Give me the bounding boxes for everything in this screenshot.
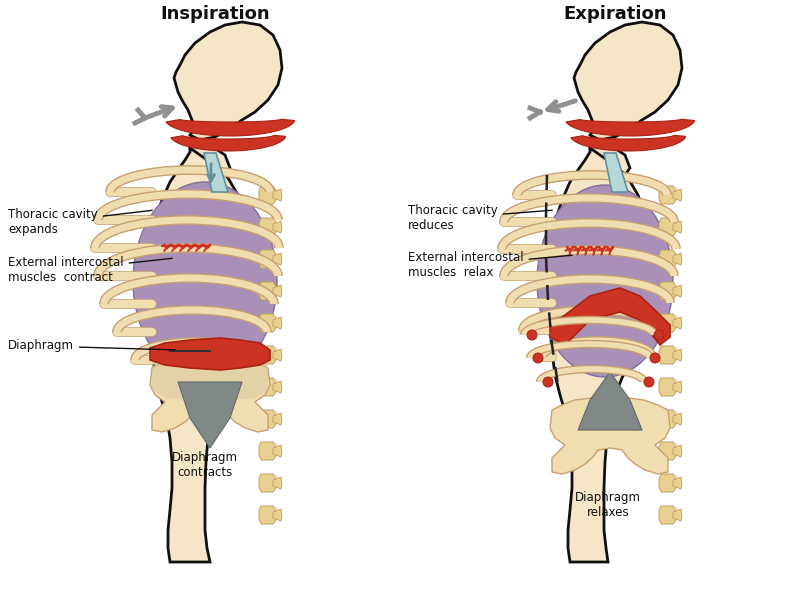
Polygon shape	[273, 317, 282, 329]
Polygon shape	[571, 135, 686, 151]
Polygon shape	[659, 442, 676, 460]
Polygon shape	[204, 153, 228, 192]
Polygon shape	[150, 338, 270, 370]
Polygon shape	[152, 351, 268, 401]
Polygon shape	[588, 137, 630, 175]
Polygon shape	[273, 477, 282, 489]
Polygon shape	[166, 119, 294, 136]
Polygon shape	[259, 218, 276, 236]
Polygon shape	[673, 381, 682, 393]
Polygon shape	[174, 22, 282, 140]
Polygon shape	[659, 250, 676, 268]
Polygon shape	[273, 381, 282, 393]
Polygon shape	[659, 314, 676, 332]
Polygon shape	[659, 506, 676, 524]
Polygon shape	[548, 148, 654, 562]
Polygon shape	[273, 349, 282, 361]
Polygon shape	[273, 189, 282, 201]
Circle shape	[543, 377, 553, 387]
Text: Diaphragm
relaxes: Diaphragm relaxes	[575, 491, 641, 519]
Polygon shape	[171, 135, 286, 151]
Circle shape	[644, 377, 654, 387]
Polygon shape	[659, 282, 676, 300]
Polygon shape	[659, 474, 676, 492]
Polygon shape	[188, 137, 230, 175]
Polygon shape	[178, 382, 242, 448]
Polygon shape	[259, 506, 276, 524]
Text: Thoracic cavity
expands: Thoracic cavity expands	[8, 208, 152, 236]
Polygon shape	[659, 218, 676, 236]
Polygon shape	[273, 413, 282, 425]
Polygon shape	[659, 410, 676, 428]
Polygon shape	[273, 221, 282, 233]
Polygon shape	[673, 413, 682, 425]
Polygon shape	[550, 397, 670, 474]
Text: Diaphragm: Diaphragm	[8, 339, 175, 352]
Polygon shape	[604, 153, 628, 192]
Polygon shape	[673, 477, 682, 489]
Polygon shape	[259, 282, 276, 300]
Polygon shape	[259, 474, 276, 492]
Polygon shape	[550, 288, 670, 345]
Circle shape	[527, 330, 537, 340]
Polygon shape	[259, 314, 276, 332]
Polygon shape	[150, 355, 270, 432]
Polygon shape	[273, 285, 282, 297]
Polygon shape	[574, 22, 682, 140]
Polygon shape	[259, 250, 276, 268]
Circle shape	[654, 330, 664, 340]
Polygon shape	[273, 253, 282, 265]
Polygon shape	[673, 349, 682, 361]
Polygon shape	[148, 148, 258, 562]
Polygon shape	[659, 346, 676, 364]
Polygon shape	[659, 186, 676, 204]
Polygon shape	[273, 445, 282, 457]
Polygon shape	[659, 378, 676, 396]
Ellipse shape	[133, 182, 277, 380]
Text: Diaphragm
contracts: Diaphragm contracts	[172, 451, 238, 479]
Polygon shape	[259, 346, 276, 364]
Text: External intercostal
muscles  relax: External intercostal muscles relax	[408, 251, 572, 279]
Polygon shape	[673, 189, 682, 201]
Text: Thoracic cavity
reduces: Thoracic cavity reduces	[408, 204, 552, 232]
Polygon shape	[673, 253, 682, 265]
Polygon shape	[673, 317, 682, 329]
Polygon shape	[259, 186, 276, 204]
Polygon shape	[259, 378, 276, 396]
Polygon shape	[566, 119, 694, 136]
Polygon shape	[673, 285, 682, 297]
Polygon shape	[673, 445, 682, 457]
Polygon shape	[578, 372, 642, 430]
Ellipse shape	[537, 185, 673, 377]
Polygon shape	[673, 509, 682, 521]
Text: Inspiration: Inspiration	[160, 5, 270, 23]
Polygon shape	[673, 221, 682, 233]
Circle shape	[533, 353, 543, 363]
Text: Expiration: Expiration	[563, 5, 666, 23]
Text: External intercostal
muscles  contract: External intercostal muscles contract	[8, 256, 172, 284]
Polygon shape	[259, 410, 276, 428]
Polygon shape	[259, 442, 276, 460]
Polygon shape	[273, 509, 282, 521]
Circle shape	[650, 353, 660, 363]
